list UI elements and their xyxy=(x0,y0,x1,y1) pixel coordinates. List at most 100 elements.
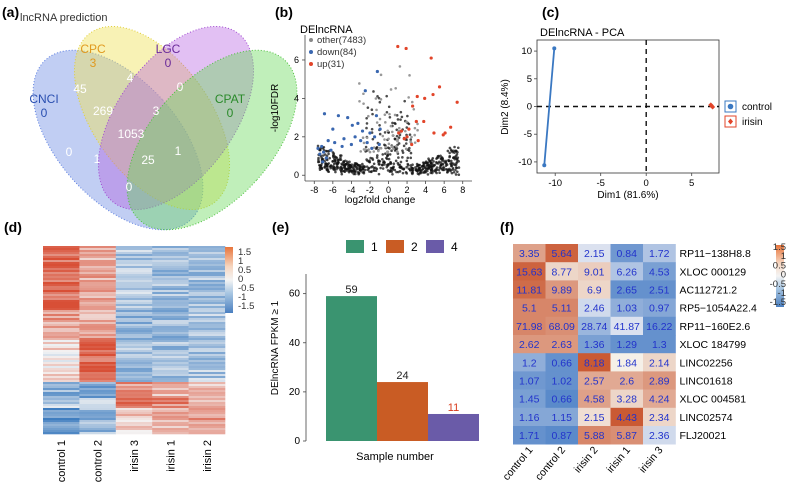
volcano-other-point xyxy=(397,142,401,145)
volcano-other-point xyxy=(379,73,383,77)
heatmap-d-cell xyxy=(43,394,80,397)
heatmap-d-cell xyxy=(79,316,117,319)
volcano-other-point xyxy=(395,170,398,174)
heatmap-d-cell xyxy=(188,404,226,407)
volcano-other-point xyxy=(358,99,361,103)
volcano-other-point xyxy=(333,159,337,162)
heatmap-d-cell xyxy=(115,384,153,387)
pca-legend-control: control xyxy=(742,102,772,113)
heatmap-d-cell xyxy=(188,382,226,385)
volcano-down-point xyxy=(349,142,353,147)
heatmap-f-cell-value: 3.28 xyxy=(617,394,638,406)
heatmap-f-cell-value: 28.74 xyxy=(581,321,607,333)
heatmap-d-cell xyxy=(152,310,189,313)
volcano-other-point xyxy=(430,167,434,171)
heatmap-d-cell xyxy=(79,306,117,309)
venn-region-cnci-cpc-lgc: 269 xyxy=(93,104,113,118)
heatmap-d-cell xyxy=(79,246,117,249)
heatmap-d-cell xyxy=(43,278,80,281)
volcano-other-point xyxy=(383,131,387,134)
heatmap-d-cell xyxy=(152,380,189,383)
heatmap-d-cell xyxy=(152,316,189,319)
volcano-other-point xyxy=(401,171,405,175)
volcano-other-point xyxy=(317,160,320,164)
heatmap-f-cell xyxy=(578,316,611,336)
heatmap-d-cell xyxy=(43,424,80,427)
volcano-other-point xyxy=(372,146,376,149)
heatmap-d-cell xyxy=(115,266,153,269)
heatmap-d-cell xyxy=(188,336,226,339)
heatmap-d-cell xyxy=(79,370,117,373)
heatmap-f-scale-label: 1.5 xyxy=(773,242,786,253)
heatmap-d-cell xyxy=(115,348,153,351)
pca-x-tick-label: -5 xyxy=(596,178,604,189)
heatmap-d-cell xyxy=(43,296,80,299)
volcano-other-point xyxy=(409,151,413,155)
heatmap-f-scale-label: -0.5 xyxy=(770,279,786,290)
volcano-other-point xyxy=(378,100,382,104)
volcano-other-point xyxy=(454,173,458,176)
volcano-other-point xyxy=(356,167,359,170)
pca-title: DElncRNA - PCA xyxy=(540,27,625,39)
volcano-other-point xyxy=(340,162,343,166)
heatmap-d-cell xyxy=(79,252,117,255)
venn-label-cnci: CNCI xyxy=(29,92,58,106)
heatmap-d-cell xyxy=(43,312,80,315)
heatmap-d-cell xyxy=(188,328,226,331)
heatmap-d-cell xyxy=(43,412,80,415)
heatmap-d-cell xyxy=(43,336,80,339)
volcano-other-point xyxy=(439,166,443,170)
volcano-other-point xyxy=(408,74,411,77)
volcano-other-point xyxy=(372,90,375,93)
volcano-x-tick-label: -8 xyxy=(310,185,318,195)
heatmap-d-cell xyxy=(43,354,80,357)
heatmap-d-cell xyxy=(152,272,189,275)
heatmap-d-cell xyxy=(152,296,189,299)
heatmap-d-cell xyxy=(115,282,153,285)
heatmap-d-cell xyxy=(115,342,153,345)
heatmap-d-column-label: control 2 xyxy=(93,440,105,482)
heatmap-d-cell xyxy=(152,388,189,391)
volcano-other-point xyxy=(444,164,448,167)
heatmap-d-cell xyxy=(152,366,189,369)
heatmap-d-cell xyxy=(152,384,189,387)
heatmap-d-cell xyxy=(152,306,189,309)
volcano-other-point xyxy=(336,158,340,162)
heatmap-d-cell xyxy=(43,358,80,361)
heatmap-d-cell xyxy=(79,376,117,379)
heatmap-d-cell xyxy=(43,292,80,295)
heatmap-f-cell-value: 5.1 xyxy=(522,303,537,315)
heatmap-f-cell xyxy=(545,407,579,427)
volcano-other-point xyxy=(408,133,412,136)
heatmap-d-column-label: irisin 1 xyxy=(165,440,177,472)
heatmap-f-cell-value: 1.36 xyxy=(584,339,605,351)
volcano-other-point xyxy=(345,167,349,171)
volcano-other-point xyxy=(439,154,442,158)
heatmap-f-scale-label: 0.5 xyxy=(773,260,786,271)
heatmap-f-cell-value: 6.9 xyxy=(587,285,602,297)
heatmap-d-cell xyxy=(79,374,117,377)
heatmap-d-cell xyxy=(79,320,117,323)
heatmap-f-cell xyxy=(578,244,611,263)
heatmap-d-cell xyxy=(152,314,189,317)
heatmap-d-cell xyxy=(43,416,80,419)
heatmap-f-cell xyxy=(643,353,676,372)
volcano-other-point xyxy=(431,156,435,160)
volcano-up-point xyxy=(404,46,408,51)
volcano-other-point xyxy=(381,153,385,156)
volcano-other-point xyxy=(388,153,392,156)
heatmap-d-cell xyxy=(188,310,226,313)
heatmap-d-cell xyxy=(115,272,153,275)
heatmap-f-cell-value: 71.98 xyxy=(516,321,542,333)
heatmap-d-cell xyxy=(152,382,189,385)
heatmap-d-cell xyxy=(152,282,189,285)
heatmap-d-cell xyxy=(115,426,153,429)
heatmap-d-cell xyxy=(115,308,153,311)
heatmap-f-cell xyxy=(513,298,546,318)
volcano-other-point xyxy=(389,88,393,91)
volcano-down-point xyxy=(340,144,344,149)
heatmap-d-cell xyxy=(43,310,80,313)
heatmap-d-scale-label: -0.5 xyxy=(238,283,254,294)
volcano-other-point xyxy=(377,96,381,100)
volcano-other-point xyxy=(342,160,345,163)
